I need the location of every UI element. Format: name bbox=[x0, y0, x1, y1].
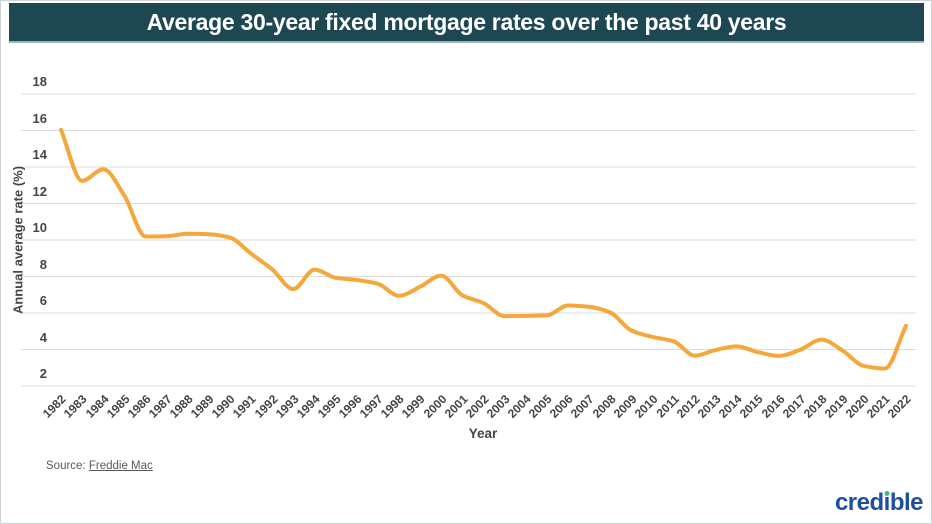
y-tick-label: 14 bbox=[32, 147, 47, 162]
y-tick-label: 6 bbox=[39, 293, 47, 308]
y-tick-label: 2 bbox=[39, 366, 47, 381]
logo-i-dot: ı bbox=[883, 489, 891, 516]
y-tick-label: 12 bbox=[32, 183, 47, 199]
source-note: Source: Freddie Mac bbox=[46, 460, 153, 472]
y-tick-label: 8 bbox=[39, 256, 47, 272]
gridlines bbox=[21, 93, 916, 387]
y-tick-label: 4 bbox=[39, 329, 47, 345]
mortgage-rate-line bbox=[59, 127, 908, 371]
source-link[interactable]: Freddie Mac bbox=[88, 460, 153, 472]
chart-title: Average 30-year fixed mortgage rates ove… bbox=[146, 8, 787, 35]
x-axis-title: Year bbox=[468, 426, 498, 441]
y-axis-title: Annual average rate (%) bbox=[10, 165, 26, 315]
y-tick-label: 18 bbox=[32, 74, 47, 89]
credible-logo: credıble bbox=[834, 489, 924, 516]
title-bar: Average 30-year fixed mortgage rates ove… bbox=[9, 3, 924, 43]
y-tick-label: 16 bbox=[32, 110, 47, 126]
source-label: Source: bbox=[46, 460, 86, 472]
y-tick-label: 10 bbox=[32, 220, 47, 235]
